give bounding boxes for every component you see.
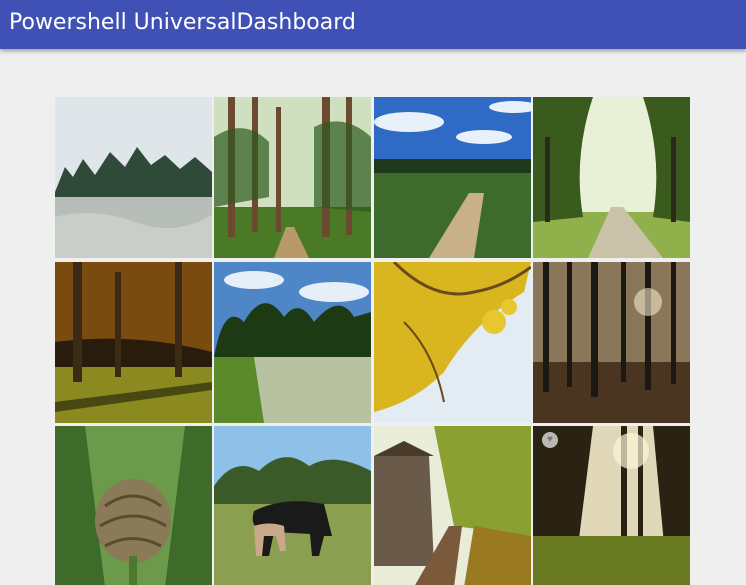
- gallery-image-12[interactable]: ♥: [533, 426, 690, 585]
- gallery-image-2[interactable]: [214, 97, 371, 258]
- gallery-image-4[interactable]: [533, 97, 690, 258]
- photo-yellow-leaves: [374, 262, 531, 423]
- gallery-image-6[interactable]: [214, 262, 371, 423]
- photo-frosty-heath: [55, 97, 212, 258]
- photo-dark-pines: [533, 262, 690, 423]
- gallery-image-7[interactable]: [374, 262, 531, 423]
- image-gallery: ♥: [55, 97, 691, 585]
- app-bar: Powershell UniversalDashboard: [0, 0, 746, 49]
- app-title[interactable]: Powershell UniversalDashboard: [9, 10, 356, 35]
- gallery-image-1[interactable]: [55, 97, 212, 258]
- photo-meadow: [214, 262, 371, 423]
- gallery-image-11[interactable]: [374, 426, 531, 585]
- photo-sunlit-forest: [533, 426, 690, 585]
- photo-autumn-larch: [55, 262, 212, 423]
- gallery-image-9[interactable]: [55, 426, 212, 585]
- photo-autumn-lane: [374, 426, 531, 585]
- photo-tree-avenue: [533, 97, 690, 258]
- photo-artichoke: [55, 426, 212, 585]
- heart-icon[interactable]: ♥: [542, 432, 558, 448]
- gallery-image-8[interactable]: [533, 262, 690, 423]
- gallery-image-10[interactable]: [214, 426, 371, 585]
- photo-ponies: [214, 426, 371, 585]
- gallery-image-3[interactable]: [374, 97, 531, 258]
- photo-heath-path: [374, 97, 531, 258]
- photo-pine-forest: [214, 97, 371, 258]
- gallery-image-5[interactable]: [55, 262, 212, 423]
